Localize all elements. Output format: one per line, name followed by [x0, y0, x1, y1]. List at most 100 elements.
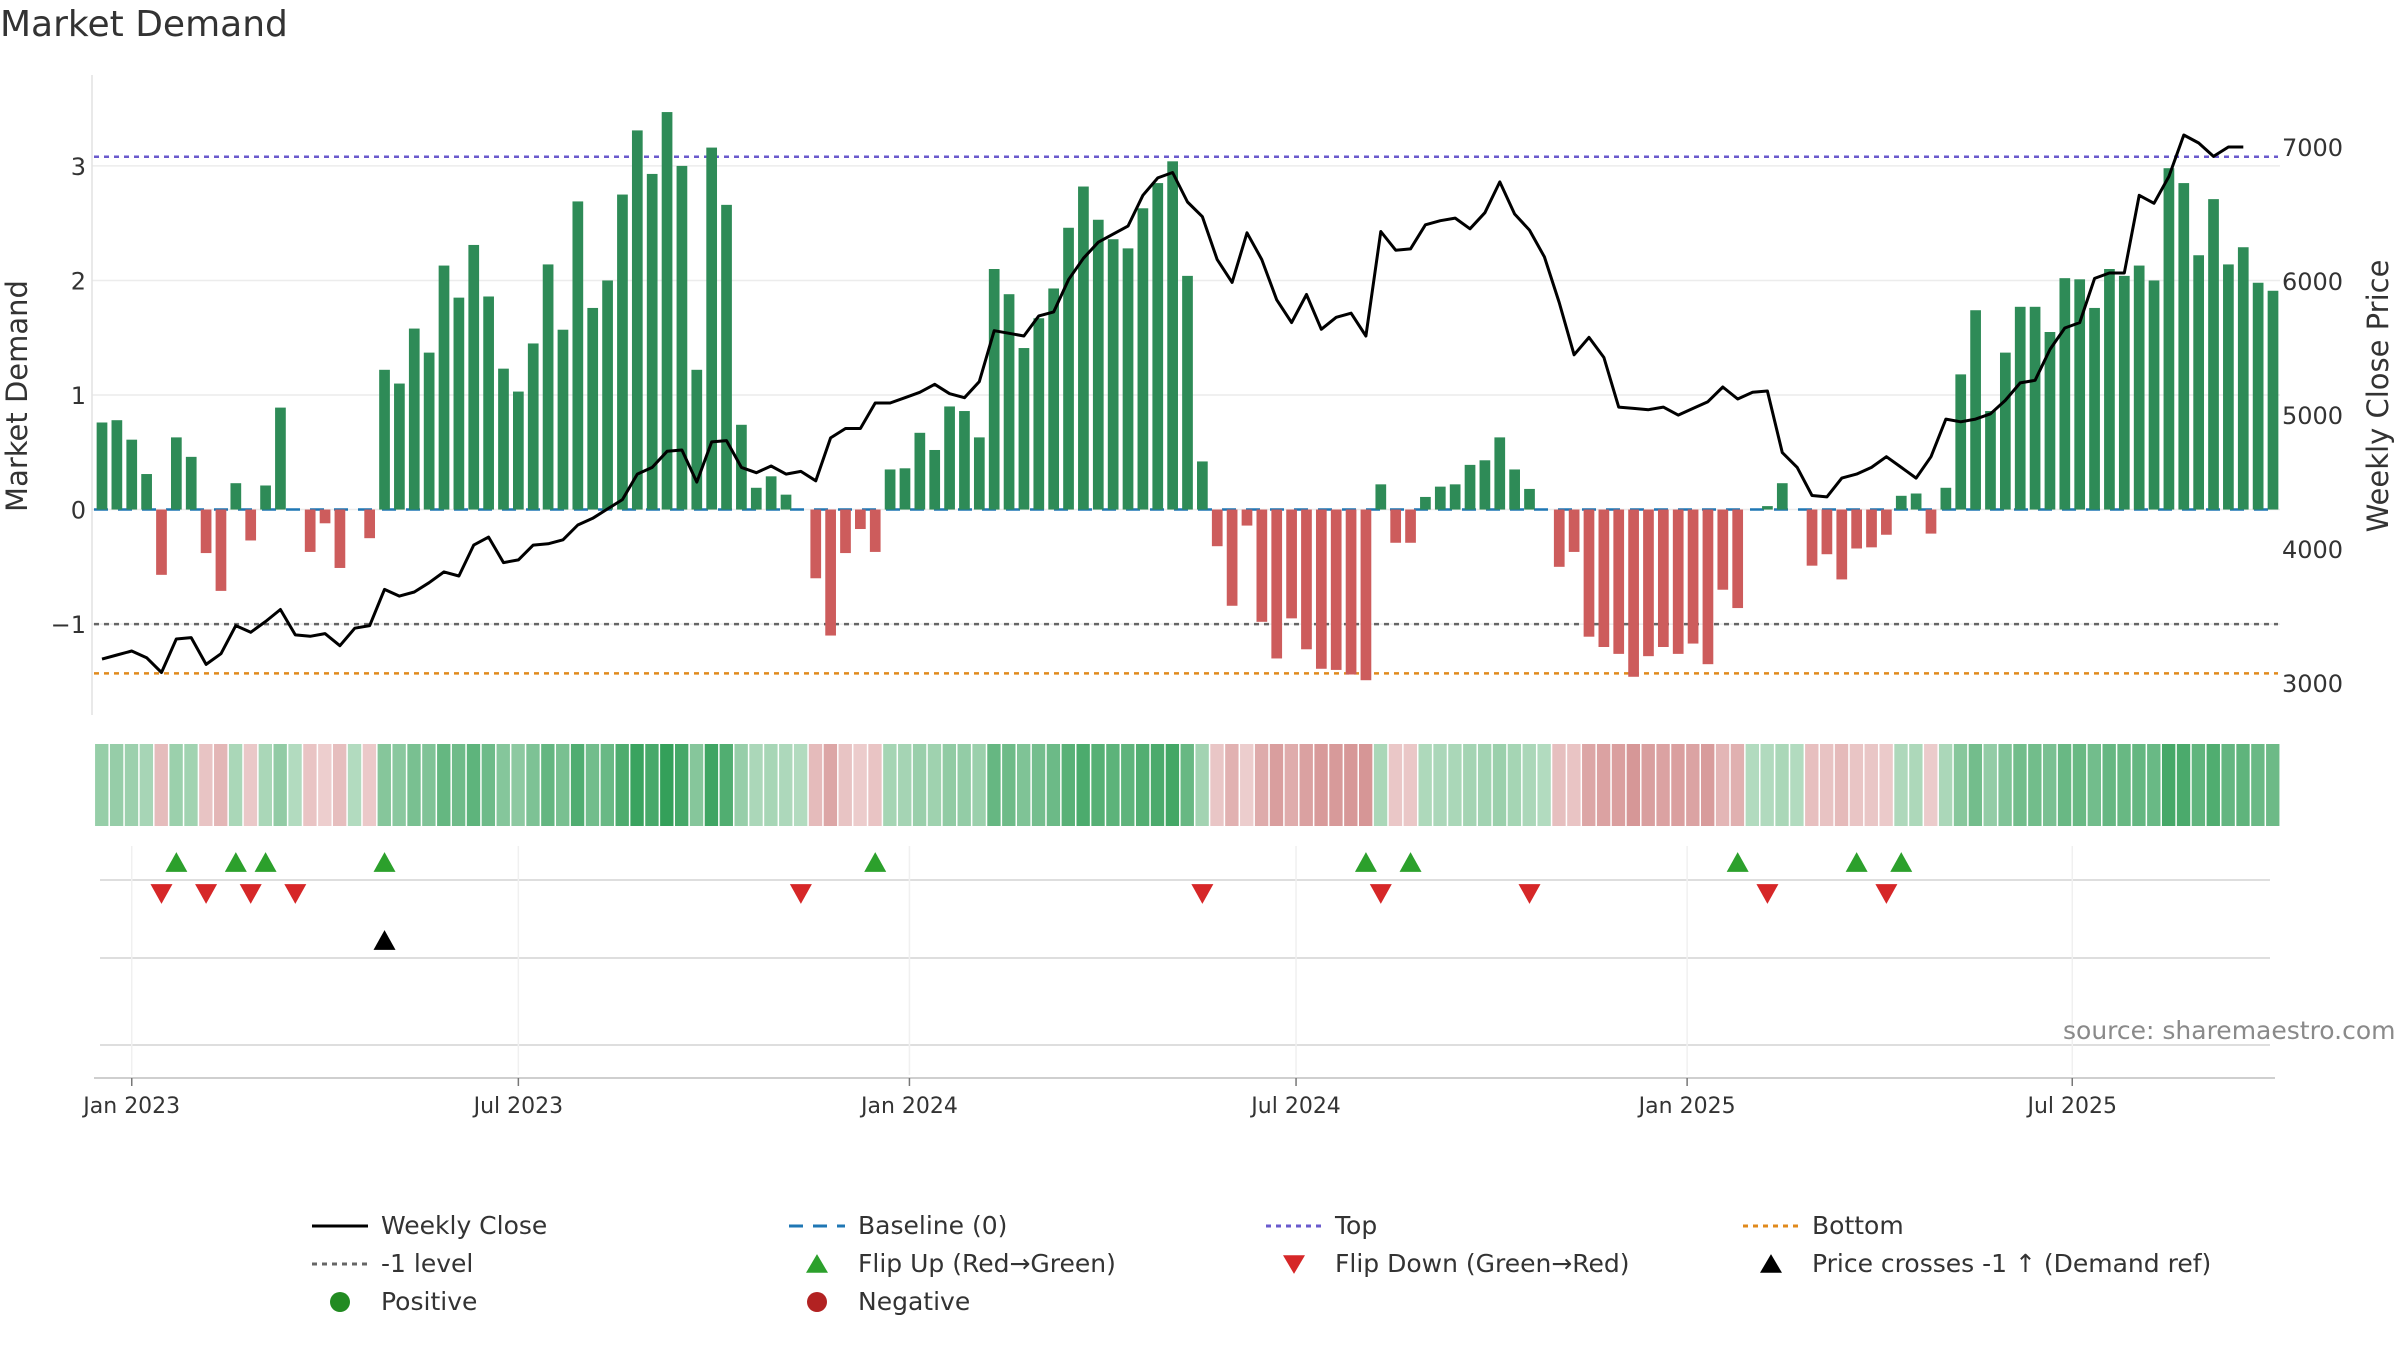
demand-bar [1866, 509, 1877, 548]
heat-cell [704, 744, 719, 826]
y2-axis-label: Weekly Close Price [2361, 260, 2395, 533]
heat-cell [600, 744, 615, 826]
demand-bar [1732, 509, 1744, 609]
legend-positive-symbol [330, 1292, 350, 1312]
demand-bar [1003, 294, 1015, 510]
heat-cell [808, 744, 823, 826]
demand-bar [2148, 280, 2160, 510]
demand-bar [1167, 161, 1178, 510]
axes: −1 0 1 2 3 3000 4000 5000 6000 7000 Market Demand W… [0, 75, 2395, 715]
heat-cell [1106, 744, 1120, 826]
heat-cell [303, 744, 317, 826]
y2-tick-label: 7000 [2282, 134, 2343, 162]
y-tick-label: −1 [51, 611, 86, 639]
demand-bar [765, 476, 777, 510]
heat-cell [95, 744, 109, 826]
demand-bar [706, 147, 718, 510]
heat-cell [793, 744, 808, 826]
demand-bar [1999, 352, 2011, 510]
heat-cell [1031, 744, 1046, 826]
heat-cell [719, 744, 733, 826]
demand-bar [513, 391, 524, 510]
heat-cell [1656, 744, 1670, 826]
demand-bar [1434, 486, 1446, 510]
demand-bar [364, 509, 376, 539]
demand-bar [1092, 219, 1104, 510]
heat-cell [2161, 744, 2176, 826]
demand-bar [2059, 278, 2071, 510]
flip-up-marker [1890, 852, 1913, 872]
demand-bar [1762, 506, 1773, 510]
demand-bar [1449, 484, 1461, 510]
y-tick-label: 3 [71, 153, 86, 181]
x-axis: Jan 2023 Jul 2023 Jan 2024 Jul 2024 Jan 2025… [81, 1077, 2275, 1119]
heat-cell [823, 744, 838, 826]
x-tick-label: Jan 2025 [1637, 1094, 1736, 1119]
demand-bar [1806, 509, 1818, 566]
heat-cell [1924, 744, 1938, 826]
heat-cell [1567, 744, 1581, 826]
demand-bar [334, 509, 346, 568]
demand-bar [1955, 374, 1967, 510]
heat-cell [764, 744, 778, 826]
demand-bar [2029, 306, 2041, 510]
demand-bar [617, 194, 628, 510]
heat-cell [1373, 744, 1388, 826]
flip-up-marker [224, 852, 247, 872]
demand-bar [780, 494, 792, 510]
heat-cell [1269, 744, 1284, 826]
heat-cell [942, 744, 957, 826]
source-note: source: sharemaestro.com [2063, 1016, 2396, 1045]
heat-cell [2043, 744, 2057, 826]
heat-cell [1180, 744, 1194, 826]
demand-bar [587, 307, 599, 510]
demand-bar [810, 509, 822, 579]
heat-cell [2191, 744, 2206, 826]
legend-markers [312, 1224, 1799, 1312]
demand-bar [483, 296, 494, 510]
demand-bar [304, 509, 316, 552]
demand-bar [721, 204, 732, 510]
demand-bar [1286, 509, 1297, 619]
demand-bar [1776, 483, 1788, 510]
demand-bar [96, 422, 108, 510]
heat-cell [1998, 744, 2012, 826]
x-tick-label: Jul 2024 [1249, 1094, 1341, 1119]
demand-bar [1657, 509, 1669, 647]
heat-cell [1225, 744, 1239, 826]
heat-cell [1671, 744, 1685, 826]
heat-cell [645, 744, 659, 826]
flip-up-marker [373, 852, 396, 872]
demand-bar [2044, 332, 2056, 510]
demand-bar [215, 509, 227, 591]
heat-cell [437, 744, 451, 826]
demand-bar [750, 487, 762, 510]
demand-bar [1122, 248, 1134, 510]
heat-cell [2251, 744, 2265, 826]
heat-cell [1596, 744, 1611, 826]
heat-cell [1864, 744, 1878, 826]
demand-bar [1509, 469, 1520, 510]
demand-bar [1375, 484, 1387, 510]
heat-cell [392, 744, 406, 826]
heat-cell [273, 744, 287, 826]
demand-bar [661, 112, 673, 510]
heat-cell [1730, 744, 1745, 826]
price-cross-marker [373, 930, 396, 950]
heat-cell [630, 744, 644, 826]
demand-bar [1063, 227, 1074, 510]
heat-cell [1938, 744, 1953, 826]
demand-bar [1479, 460, 1491, 510]
flip-down-marker [239, 884, 262, 904]
demand-bar [1033, 318, 1045, 510]
demand-bar [2074, 279, 2086, 510]
heat-cell [124, 744, 139, 826]
demand-bar [1643, 509, 1654, 657]
heat-cell [2072, 744, 2087, 826]
heat-cell [1135, 744, 1150, 826]
demand-bar [2223, 264, 2234, 510]
heat-cell [1611, 744, 1626, 826]
heat-cell [1805, 744, 1819, 826]
x-tick-label: Jul 2023 [472, 1094, 564, 1119]
demand-bar [1182, 275, 1193, 510]
